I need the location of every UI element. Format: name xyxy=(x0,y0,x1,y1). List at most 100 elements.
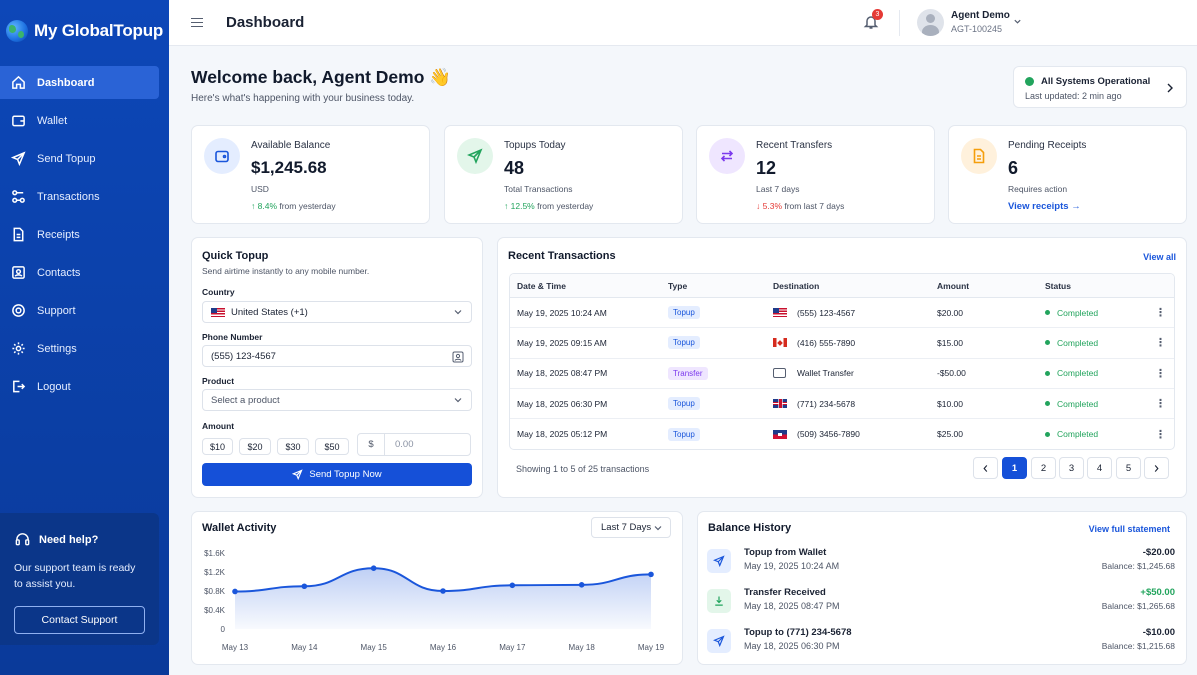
amount-50-button[interactable]: $50 xyxy=(315,438,349,455)
more-options-icon[interactable]: ⋮ xyxy=(1155,337,1166,350)
system-status-card[interactable]: All Systems Operational Last updated: 2 … xyxy=(1013,66,1187,108)
amount-label: Amount xyxy=(202,421,235,431)
stat-trend: ↓ 5.3% from last 7 days xyxy=(756,201,844,211)
status-badge: Completed xyxy=(1045,399,1098,409)
trend-up-icon: ↑ xyxy=(504,201,509,211)
y-tick-label: $1.6K xyxy=(204,549,226,558)
contact-support-button[interactable]: Contact Support xyxy=(14,606,145,634)
chevron-right-icon xyxy=(1154,464,1159,472)
table-row[interactable]: May 18, 2025 06:30 PM Topup (771) 234-56… xyxy=(510,389,1174,420)
trend-text: from yesterday xyxy=(534,201,594,211)
next-page-button[interactable] xyxy=(1144,457,1169,479)
balance-history-item[interactable]: Topup from Wallet May 19, 2025 10:24 AM … xyxy=(707,546,1177,578)
status-badge: Completed xyxy=(1045,429,1098,439)
row-amount: $10.00 xyxy=(937,398,963,409)
amount-20-button[interactable]: $20 xyxy=(239,438,271,455)
more-options-icon[interactable]: ⋮ xyxy=(1155,367,1166,380)
headset-icon xyxy=(15,533,30,546)
view-statement-link[interactable]: View full statement xyxy=(1088,524,1170,534)
table-row[interactable]: May 19, 2025 10:24 AM Topup (555) 123-45… xyxy=(510,298,1174,329)
ca-flag-icon xyxy=(773,338,787,348)
balance-history-item[interactable]: Topup to (771) 234-5678 May 18, 2025 06:… xyxy=(707,626,1177,658)
country-value: United States (+1) xyxy=(231,306,308,318)
product-select[interactable]: Select a product xyxy=(202,389,472,411)
row-amount: $20.00 xyxy=(937,307,963,318)
stat-trend: ↑ 12.5% from yesterday xyxy=(504,201,593,211)
receipt-icon xyxy=(11,227,26,242)
sidebar-item-send-topup[interactable]: Send Topup xyxy=(0,142,159,175)
brand-logo[interactable]: My GlobalTopup xyxy=(0,0,169,46)
table-row[interactable]: May 19, 2025 09:15 AM Topup (416) 555-78… xyxy=(510,328,1174,359)
y-tick-label: $1.2K xyxy=(204,568,226,577)
top-bar: Dashboard xyxy=(169,0,1197,46)
data-point xyxy=(648,571,654,578)
currency-symbol: $ xyxy=(358,434,385,455)
contact-book-icon[interactable] xyxy=(452,351,464,363)
sidebar-item-label: Receipts xyxy=(37,228,80,241)
status-text: Completed xyxy=(1057,429,1099,440)
page-4-button[interactable]: 4 xyxy=(1087,457,1112,479)
table-row[interactable]: May 18, 2025 05:12 PM Topup (509) 3456-7… xyxy=(510,419,1174,449)
send-icon xyxy=(292,469,304,480)
stat-label: Available Balance xyxy=(251,140,331,151)
row-date: May 18, 2025 06:30 PM xyxy=(517,398,608,409)
page-5-button[interactable]: 5 xyxy=(1116,457,1141,479)
y-tick-label: $0.4K xyxy=(204,606,226,615)
data-point xyxy=(509,582,516,589)
sidebar-item-label: Logout xyxy=(37,380,71,393)
avatar[interactable] xyxy=(917,9,944,36)
page-3-button[interactable]: 3 xyxy=(1059,457,1084,479)
stat-card-receipts: Pending Receipts 6 Requires action View … xyxy=(948,125,1187,224)
stat-sub: Last 7 days xyxy=(756,184,800,194)
view-receipts-link[interactable]: View receipts → xyxy=(1008,201,1081,212)
welcome-subtitle: Here's what's happening with your busine… xyxy=(191,93,415,104)
send-topup-button[interactable]: Send Topup Now xyxy=(202,463,472,486)
sidebar-item-wallet[interactable]: Wallet xyxy=(0,104,159,137)
range-value: Last 7 Days xyxy=(601,522,652,533)
user-name[interactable]: Agent Demo xyxy=(951,10,1010,21)
more-options-icon[interactable]: ⋮ xyxy=(1155,428,1166,441)
trend-up-icon: ↑ xyxy=(251,201,256,211)
sidebar-item-support[interactable]: Support xyxy=(0,294,159,327)
table-row[interactable]: May 18, 2025 08:47 PM Transfer Wallet Tr… xyxy=(510,359,1174,389)
gear-icon xyxy=(11,341,26,356)
sidebar-item-dashboard[interactable]: Dashboard xyxy=(0,66,159,99)
divider xyxy=(899,10,900,36)
more-options-icon[interactable]: ⋮ xyxy=(1155,307,1166,320)
amount-30-button[interactable]: $30 xyxy=(277,438,309,455)
menu-icon[interactable] xyxy=(191,17,203,28)
amount-10-button[interactable]: $10 xyxy=(202,438,233,455)
x-tick-label: May 14 xyxy=(291,643,318,652)
sidebar-item-receipts[interactable]: Receipts xyxy=(0,218,159,251)
chevron-down-icon[interactable] xyxy=(1013,17,1022,26)
row-date: May 19, 2025 09:15 AM xyxy=(517,337,607,348)
trend-value: 12.5% xyxy=(510,201,535,211)
history-title: Topup to (771) 234-5678 xyxy=(744,627,852,638)
sidebar-item-logout[interactable]: Logout xyxy=(0,370,159,403)
range-select[interactable]: Last 7 Days xyxy=(591,517,671,538)
user-id: AGT-100245 xyxy=(951,24,1003,34)
sidebar-item-settings[interactable]: Settings xyxy=(0,332,159,365)
send-topup-label: Send Topup Now xyxy=(309,469,382,480)
sidebar-item-contacts[interactable]: Contacts xyxy=(0,256,159,289)
quick-topup-subtitle: Send airtime instantly to any mobile num… xyxy=(202,266,370,276)
balance-history-item[interactable]: Transfer Received May 18, 2025 08:47 PM … xyxy=(707,586,1177,618)
phone-input[interactable]: (555) 123-4567 xyxy=(202,345,472,367)
balance-history-panel: Balance History View full statement xyxy=(697,511,1187,665)
status-check-icon xyxy=(1025,77,1034,86)
column-header: Status xyxy=(1045,280,1071,291)
page-1-button[interactable]: 1 xyxy=(1002,457,1027,479)
sidebar-item-transactions[interactable]: Transactions xyxy=(0,180,159,213)
prev-page-button[interactable] xyxy=(973,457,998,479)
country-select[interactable]: United States (+1) xyxy=(202,301,472,323)
chevron-down-icon xyxy=(454,310,462,315)
data-point xyxy=(370,565,377,571)
uk-flag-icon xyxy=(773,399,787,409)
receipt-icon xyxy=(961,138,997,174)
more-options-icon[interactable]: ⋮ xyxy=(1155,398,1166,411)
view-all-link[interactable]: View all xyxy=(1143,252,1176,262)
page-2-button[interactable]: 2 xyxy=(1031,457,1056,479)
custom-amount-input[interactable]: $ 0.00 xyxy=(357,433,471,456)
row-date: May 19, 2025 10:24 AM xyxy=(517,307,607,318)
row-amount: $25.00 xyxy=(937,429,963,440)
